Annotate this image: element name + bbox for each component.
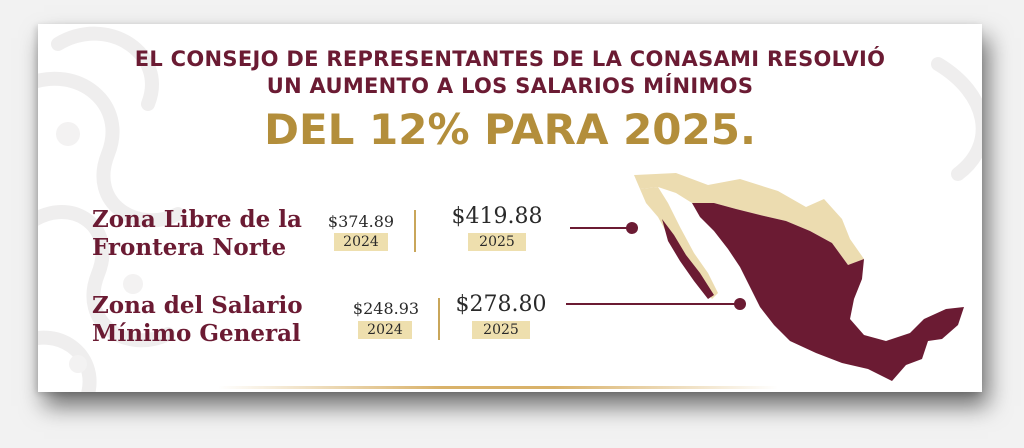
headline-line-1: EL CONSEJO DE REPRESENTANTES DE LA CONAS… (134, 47, 886, 71)
map-marker-dot-salario-minimo-general (734, 298, 746, 310)
current-amount-salario-minimo-general: $278.80 (455, 292, 547, 317)
leader-line-salario-minimo-general (566, 303, 738, 305)
infographic-card: EL CONSEJO DE REPRESENTANTES DE LA CONAS… (38, 24, 982, 392)
floral-ornament-background (38, 26, 982, 392)
mexico-map-icon (634, 173, 964, 381)
zone-name-line-2: Frontera Norte (92, 234, 287, 261)
value-separator (438, 298, 440, 340)
current-year-badge-frontera-norte: 2025 (468, 233, 526, 251)
current-amount-frontera-norte: $419.88 (451, 204, 543, 229)
zone-name-line-1: Zona del Salario (92, 292, 303, 319)
previous-amount-frontera-norte: $374.89 (327, 212, 395, 231)
value-separator (414, 210, 416, 252)
increase-highlight: DEL 12% PARA 2025. (264, 105, 756, 154)
leader-line-frontera-norte (570, 227, 632, 229)
current-year-badge-salario-minimo-general: 2025 (472, 321, 530, 339)
map-marker-dot-frontera-norte (626, 222, 638, 234)
zone-name-line-1: Zona Libre de la (92, 206, 302, 233)
headline: EL CONSEJO DE REPRESENTANTES DE LA CONAS… (38, 46, 982, 100)
previous-amount-salario-minimo-general: $248.93 (352, 299, 420, 318)
zone-name-salario-minimo-general: Zona del Salario Mínimo General (92, 292, 303, 348)
previous-year-badge-frontera-norte: 2024 (334, 233, 388, 251)
headline-line-2: UN AUMENTO A LOS SALARIOS MÍNIMOS (266, 74, 754, 98)
decorative-bottom-rule (218, 386, 778, 389)
zone-name-frontera-norte: Zona Libre de la Frontera Norte (92, 206, 302, 262)
zone-name-line-2: Mínimo General (92, 320, 301, 347)
previous-year-badge-salario-minimo-general: 2024 (358, 321, 412, 339)
